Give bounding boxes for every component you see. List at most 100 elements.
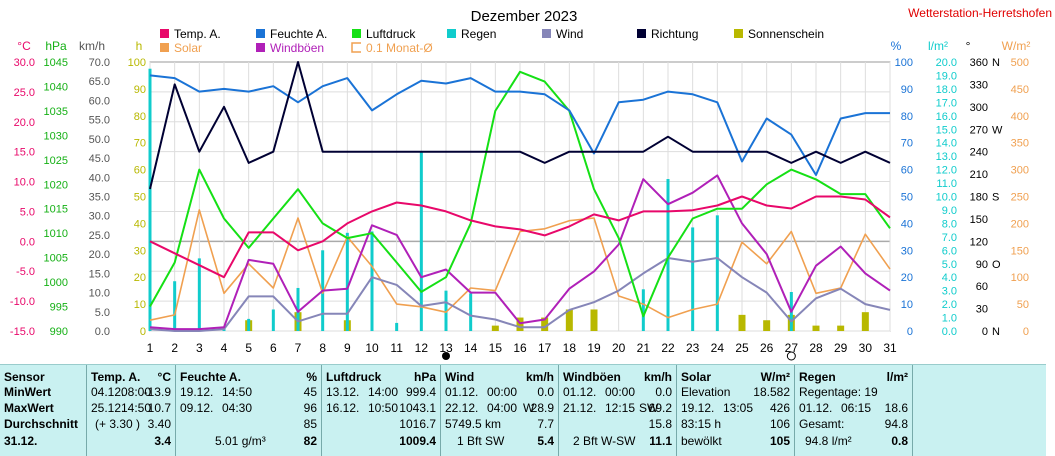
axis-sun-tick: 70: [134, 138, 146, 150]
stats-solar-condition: bewölkt: [681, 434, 722, 448]
humidity-line: [149, 74, 890, 176]
stats-gust-min-time: 00:00: [605, 385, 636, 399]
axis-direction-letter: W: [992, 124, 1003, 136]
stats-rain-column: Regen l/m² Regentage: 19 01.12. 06:15 18.6 …: [795, 365, 913, 456]
rain-bar: [271, 309, 275, 331]
stats-pressure-title: Luftdruck: [326, 370, 382, 384]
stats-temp-min-time: 08:00: [121, 385, 152, 399]
axis-sun-tick: 90: [134, 84, 146, 96]
axis-direction-tick: 360: [970, 57, 988, 69]
axis-wind-tick: 70.0: [89, 57, 110, 69]
x-tick-label: 8: [319, 341, 326, 355]
axis-humidity-tick: 90: [901, 84, 913, 96]
stats-gust-column: Windböen km/h 01.12. 00:00 0.0 21.12. 12:15 S…: [559, 365, 677, 456]
sunshine-bar: [837, 325, 845, 331]
chart-axes: 1 2 3 4 5 6 7 8 9 10 11 12 13 14 15 16 17 18 19 20 21 22 23 24 2…: [10, 39, 1030, 361]
weather-chart: Dezember 2023 Wetterstation-Herretshofen…: [10, 6, 1052, 361]
sunshine-bar: [541, 317, 549, 331]
legend-swatch-monthavg: [351, 42, 361, 53]
stats-wind-title: Wind: [445, 370, 475, 384]
axis-rain-tick: 0.0: [942, 326, 957, 338]
stats-gust-unit: km/h: [643, 370, 672, 384]
stats-solar-elevation: 18.582: [753, 385, 790, 399]
gust-line: [149, 174, 891, 331]
axis-pressure-tick: 995: [50, 302, 68, 314]
axis-unit-wind: km/h: [79, 39, 105, 53]
stats-humidity-min: 45: [303, 385, 317, 399]
legend-label-wind: Wind: [556, 27, 583, 41]
rain-bar: [247, 318, 251, 331]
axis-temp-tick: 30.0: [14, 57, 35, 69]
solar-line: [149, 209, 891, 321]
x-tick-label: 7: [295, 341, 302, 355]
stats-wind-min: 0.0: [537, 385, 554, 399]
x-tick-label: 12: [415, 341, 429, 355]
axis-rain-tick: 5.0: [942, 259, 957, 271]
axis-rain-tick: 8.0: [942, 218, 957, 230]
stats-rain-max: 18.6: [884, 401, 908, 415]
stats-wind-max-time: 04:00: [487, 401, 518, 415]
axis-unit-direction: °: [966, 39, 971, 53]
stats-solar-elevation-label: Elevation: [681, 385, 731, 399]
axis-direction-tick: 240: [970, 147, 988, 159]
axis-rain: 20.019.0 18.017.0 16.015.0 14.013.0 12.011.0…: [936, 57, 957, 338]
axis-rain-tick: 19.0: [936, 70, 957, 82]
x-tick-label: 21: [637, 341, 651, 355]
axis-sun-tick: 10: [134, 299, 146, 311]
axis-wind: 70.0 65.0 60.0 55.0 50.0 45.0 40.0 35.0 30.0 25.0…: [89, 57, 110, 338]
axis-temp-tick: -15.0: [10, 326, 35, 338]
stats-min-label: MinWert: [4, 385, 52, 399]
axis-humidity-tick: 30: [901, 245, 913, 257]
x-tick-label: 10: [365, 341, 379, 355]
x-tick-label: 16: [513, 341, 527, 355]
sunshine-bar: [738, 314, 746, 331]
rain-bar: [345, 232, 349, 331]
axis-rain-tick: 13.0: [936, 151, 957, 163]
stats-gust-max-date: 21.12.: [563, 401, 597, 415]
stats-rain-max-time: 06:15: [841, 401, 872, 415]
legend-label-rain: Regen: [461, 27, 496, 41]
axis-sun-tick: 30: [134, 245, 146, 257]
axis-humidity-tick: 60: [901, 165, 913, 177]
rain-bar: [296, 287, 300, 331]
axis-solar-tick: 300: [1011, 165, 1029, 177]
axis-unit-pressure: hPa: [45, 39, 67, 53]
axis-temp-tick: 20.0: [14, 117, 35, 129]
axis-rain-tick: 16.0: [936, 111, 957, 123]
stats-pressure-avg: 1016.7: [399, 417, 436, 431]
x-tick-label: 20: [612, 341, 626, 355]
axis-sun-tick: 20: [134, 272, 146, 284]
axis-temp-tick: -5.0: [16, 266, 35, 278]
temp-line: [149, 195, 891, 279]
x-tick-label: 29: [834, 341, 848, 355]
stats-temp-avg: 3.40: [147, 417, 171, 431]
x-tick-label: 30: [859, 341, 873, 355]
stats-wind-min-time: 00:00: [487, 385, 518, 399]
stats-humidity-min-time: 14:50: [222, 385, 253, 399]
axis-pressure: 1045 1040 1035 1030 1025 1020 1015 1010 1005 1000…: [44, 57, 68, 338]
stats-humidity-min-date: 19.12.: [180, 385, 214, 399]
axis-humidity-tick: 70: [901, 138, 913, 150]
axis-sun-tick: 40: [134, 218, 146, 230]
x-tick-label: 2: [171, 341, 178, 355]
stats-solar-max-time: 13:05: [723, 401, 754, 415]
stats-temp-current: 3.4: [154, 434, 171, 448]
stats-rain-month-total: 94.8 l/m²: [805, 434, 852, 448]
legend-swatch-gust: [256, 43, 265, 52]
stats-solar-max-date: 19.12.: [681, 401, 715, 415]
axis-pressure-tick: 1045: [44, 57, 68, 69]
axis-solar-tick: 50: [1017, 299, 1029, 311]
stats-wind-current: 5.4: [537, 434, 554, 448]
axis-rain-tick: 20.0: [936, 57, 957, 69]
axis-humidity-tick: 50: [901, 192, 913, 204]
axis-rain-tick: 14.0: [936, 138, 957, 150]
rain-bar: [715, 215, 719, 331]
wind-line: [149, 257, 891, 332]
sunshine-bar: [590, 309, 598, 331]
stats-solar-current: 105: [769, 434, 790, 448]
rain-bar: [419, 152, 423, 331]
axis-direction-tick: 30: [976, 304, 988, 316]
axis-direction-tick: 270: [970, 124, 988, 136]
